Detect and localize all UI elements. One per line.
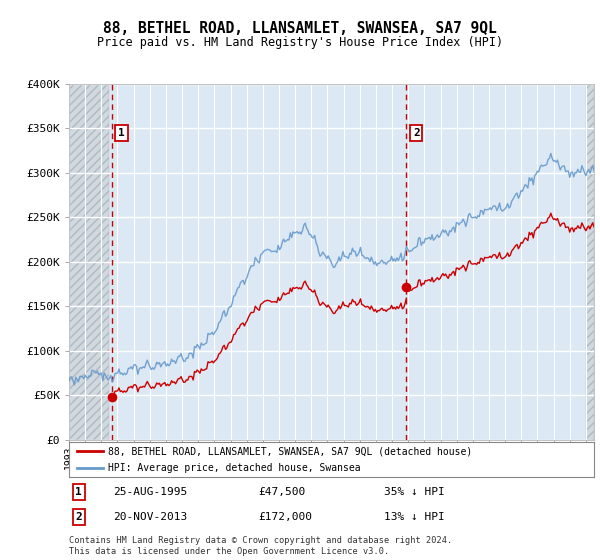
Text: £172,000: £172,000: [258, 512, 312, 522]
Text: Contains HM Land Registry data © Crown copyright and database right 2024.
This d: Contains HM Land Registry data © Crown c…: [69, 536, 452, 556]
Text: HPI: Average price, detached house, Swansea: HPI: Average price, detached house, Swan…: [109, 464, 361, 473]
Text: 88, BETHEL ROAD, LLANSAMLET, SWANSEA, SA7 9QL (detached house): 88, BETHEL ROAD, LLANSAMLET, SWANSEA, SA…: [109, 446, 473, 456]
Text: Price paid vs. HM Land Registry's House Price Index (HPI): Price paid vs. HM Land Registry's House …: [97, 36, 503, 49]
Text: 35% ↓ HPI: 35% ↓ HPI: [384, 487, 445, 497]
Text: 1: 1: [118, 128, 125, 138]
Text: 2: 2: [76, 512, 82, 522]
Text: 13% ↓ HPI: 13% ↓ HPI: [384, 512, 445, 522]
Text: 25-AUG-1995: 25-AUG-1995: [113, 487, 188, 497]
Text: 88, BETHEL ROAD, LLANSAMLET, SWANSEA, SA7 9QL: 88, BETHEL ROAD, LLANSAMLET, SWANSEA, SA…: [103, 21, 497, 36]
Text: 1: 1: [76, 487, 82, 497]
Text: £47,500: £47,500: [258, 487, 305, 497]
Text: 20-NOV-2013: 20-NOV-2013: [113, 512, 188, 522]
Text: 2: 2: [413, 128, 419, 138]
